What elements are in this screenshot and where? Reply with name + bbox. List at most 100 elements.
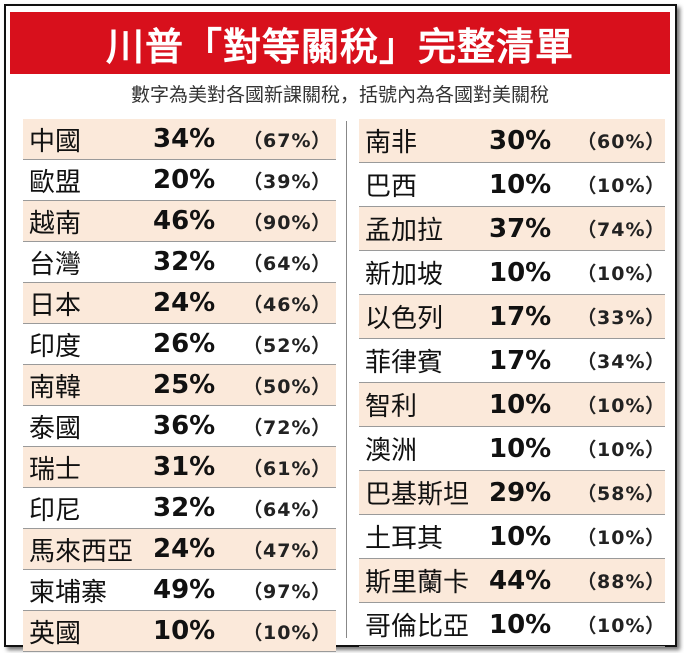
reciprocal-rate: （67%） [243, 129, 332, 152]
reciprocal-rate: （10%） [577, 527, 666, 549]
country-name: 日本 [29, 290, 82, 321]
us-tariff-rate: 32% [153, 493, 216, 523]
country-name: 澳洲 [365, 436, 418, 466]
us-tariff-rate: 10% [489, 433, 552, 464]
country-name: 菲律賓 [365, 348, 444, 378]
tariff-row: 印度 26% （52%） [23, 324, 336, 365]
tariff-row: 馬來西亞 24% （47%） [23, 529, 336, 570]
tariff-row: 澳洲 10% （10%） [359, 427, 665, 471]
tariff-row: 印尼 32% （64%） [23, 488, 336, 529]
tariff-row: 新加坡 10% （10%） [359, 251, 665, 295]
country-name: 瑞士 [29, 454, 82, 485]
us-tariff-rate: 10% [489, 169, 552, 200]
tariff-row: 英國 10% （10%） [23, 611, 336, 652]
country-name: 中國 [29, 126, 82, 157]
us-tariff-rate: 10% [489, 257, 552, 288]
us-tariff-rate: 49% [153, 575, 216, 605]
reciprocal-rate: （61%） [243, 457, 332, 480]
us-tariff-rate: 46% [153, 206, 216, 236]
us-tariff-rate: 25% [153, 370, 216, 400]
reciprocal-rate: （10%） [577, 439, 666, 461]
country-name: 泰國 [29, 413, 82, 444]
reciprocal-rate: （60%） [577, 131, 666, 153]
reciprocal-rate: （72%） [243, 416, 332, 439]
tariff-row: 土耳其 10% （10%） [359, 515, 665, 559]
reciprocal-rate: （10%） [577, 615, 666, 637]
tariff-row: 智利 10% （10%） [359, 383, 665, 427]
reciprocal-rate: （10%） [577, 263, 666, 285]
left-column: 中國 34% （67%） 歐盟 20% （39%） 越南 46% （90%） 台灣 32% （64%）… [23, 119, 336, 652]
country-name: 英國 [29, 618, 82, 649]
tariff-row: 菲律賓 17% （34%） [359, 339, 665, 383]
country-name: 柬埔寨 [29, 577, 108, 608]
us-tariff-rate: 10% [489, 521, 552, 552]
us-tariff-rate: 10% [489, 389, 552, 420]
us-tariff-rate: 34% [153, 124, 216, 154]
country-name: 斯里蘭卡 [365, 568, 470, 598]
tariff-row: 中國 34% （67%） [23, 119, 336, 160]
reciprocal-rate: （46%） [243, 293, 332, 316]
us-tariff-rate: 24% [153, 288, 216, 318]
reciprocal-rate: （97%） [243, 580, 332, 603]
country-name: 哥倫比亞 [365, 612, 470, 642]
tariff-row: 日本 24% （46%） [23, 283, 336, 324]
reciprocal-rate: （64%） [243, 498, 332, 521]
country-name: 印尼 [29, 495, 82, 526]
reciprocal-rate: （10%） [243, 621, 332, 644]
us-tariff-rate: 32% [153, 247, 216, 277]
tariff-row: 瑞士 31% （61%） [23, 447, 336, 488]
tariff-row: 台灣 32% （64%） [23, 242, 336, 283]
us-tariff-rate: 24% [153, 534, 216, 564]
country-name: 以色列 [365, 304, 444, 334]
right-column: 南非 30% （60%） 巴西 10% （10%） 孟加拉 37% （74%） 新加坡 10% （10… [359, 119, 665, 647]
country-name: 新加坡 [365, 260, 444, 290]
country-name: 巴基斯坦 [365, 480, 470, 510]
tariff-row: 歐盟 20% （39%） [23, 160, 336, 201]
page-title: 川普「對等關稅」完整清單 [10, 12, 670, 74]
reciprocal-rate: （34%） [577, 351, 666, 373]
us-tariff-rate: 44% [489, 565, 552, 596]
us-tariff-rate: 10% [153, 616, 216, 646]
country-name: 印度 [29, 331, 82, 362]
reciprocal-rate: （74%） [577, 219, 666, 241]
country-name: 土耳其 [365, 524, 444, 554]
us-tariff-rate: 26% [153, 329, 216, 359]
reciprocal-rate: （10%） [577, 175, 666, 197]
country-name: 台灣 [29, 249, 82, 280]
tariff-row: 巴西 10% （10%） [359, 163, 665, 207]
country-name: 越南 [29, 208, 82, 239]
page-subtitle: 數字為美對各國新課關稅，括號內為各國對美關稅 [130, 83, 549, 106]
us-tariff-rate: 37% [489, 213, 552, 244]
us-tariff-rate: 10% [489, 609, 552, 640]
us-tariff-rate: 29% [489, 477, 552, 508]
reciprocal-rate: （52%） [243, 334, 332, 357]
us-tariff-rate: 36% [153, 411, 216, 441]
us-tariff-rate: 17% [489, 301, 552, 332]
tariff-row: 南韓 25% （50%） [23, 365, 336, 406]
tariff-row: 越南 46% （90%） [23, 201, 336, 242]
reciprocal-rate: （90%） [243, 211, 332, 234]
country-name: 南韓 [29, 372, 82, 403]
tariff-row: 哥倫比亞 10% （10%） [359, 603, 665, 647]
country-name: 智利 [365, 392, 418, 422]
country-name: 南非 [365, 128, 418, 158]
reciprocal-rate: （88%） [577, 571, 666, 593]
country-name: 孟加拉 [365, 216, 444, 246]
country-name: 馬來西亞 [29, 536, 134, 567]
reciprocal-rate: （50%） [243, 375, 332, 398]
us-tariff-rate: 20% [153, 165, 216, 195]
reciprocal-rate: （10%） [577, 395, 666, 417]
reciprocal-rate: （64%） [243, 252, 332, 275]
tariff-row: 柬埔寨 49% （97%） [23, 570, 336, 611]
country-name: 歐盟 [29, 167, 82, 198]
reciprocal-rate: （39%） [243, 170, 332, 193]
reciprocal-rate: （58%） [577, 483, 666, 505]
us-tariff-rate: 17% [489, 345, 552, 376]
reciprocal-rate: （33%） [577, 307, 666, 329]
tariff-row: 斯里蘭卡 44% （88%） [359, 559, 665, 603]
tariff-row: 以色列 17% （33%） [359, 295, 665, 339]
us-tariff-rate: 31% [153, 452, 216, 482]
tariff-row: 南非 30% （60%） [359, 119, 665, 163]
tariff-row: 孟加拉 37% （74%） [359, 207, 665, 251]
tariff-row: 巴基斯坦 29% （58%） [359, 471, 665, 515]
